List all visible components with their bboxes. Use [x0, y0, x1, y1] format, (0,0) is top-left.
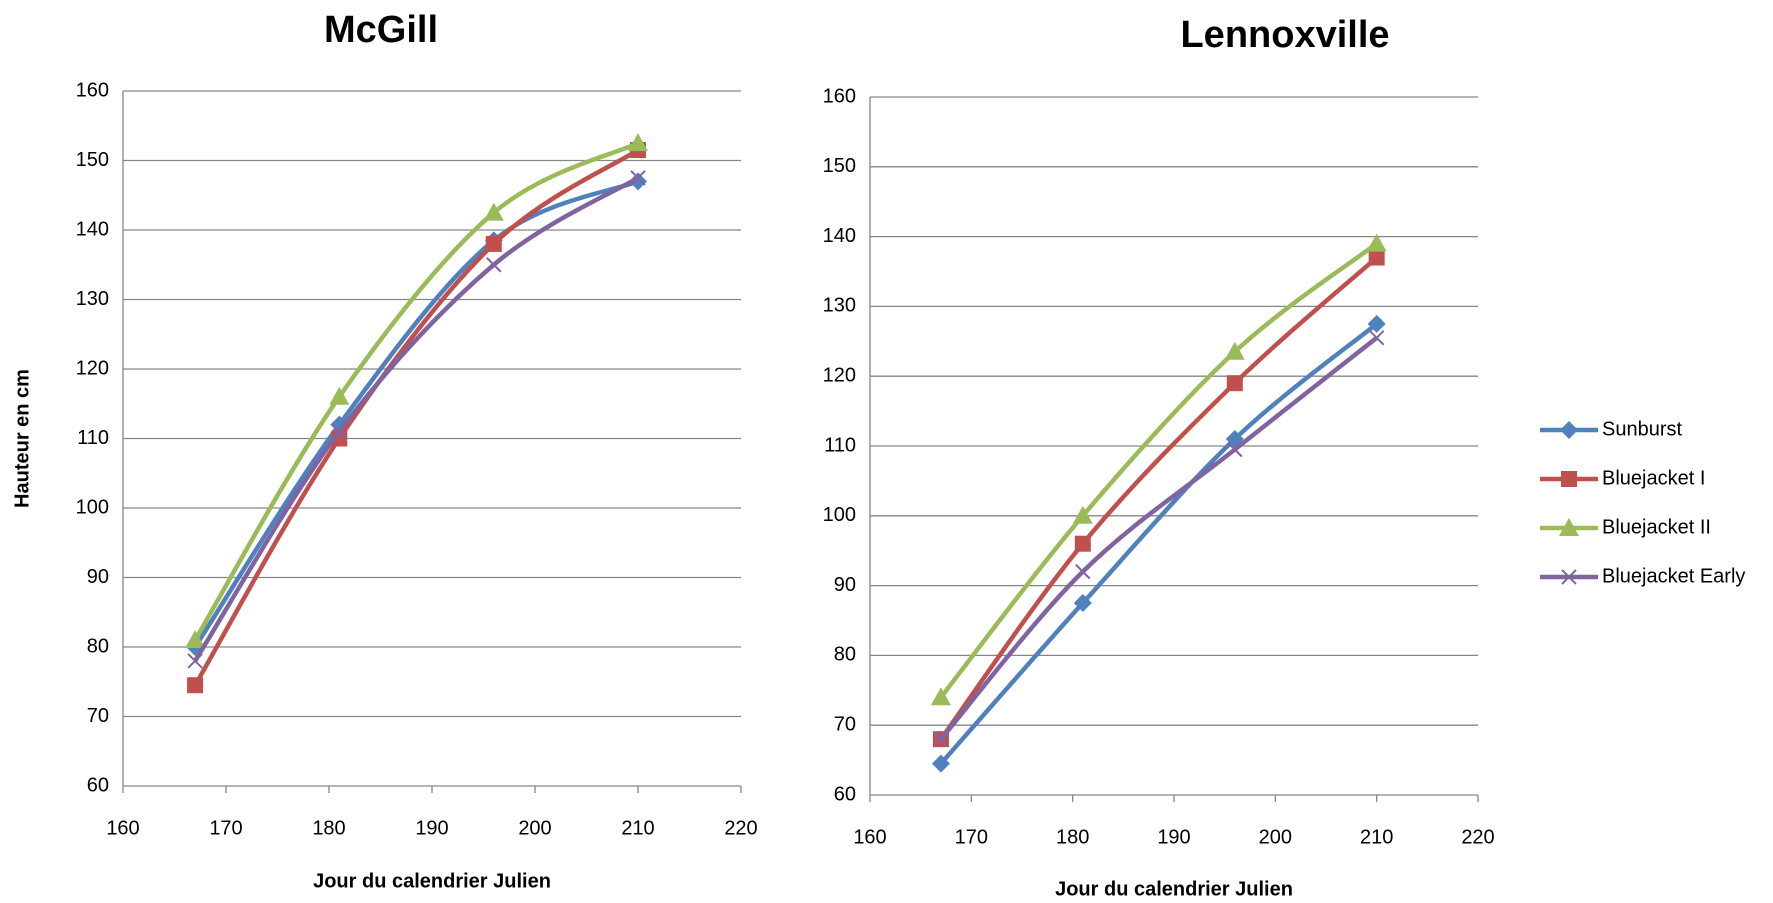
marker	[1559, 518, 1579, 536]
x-tick-label: 190	[1157, 826, 1190, 848]
marker	[1073, 594, 1092, 613]
y-tick-label: 130	[823, 295, 856, 317]
chart-title: McGill	[324, 9, 438, 51]
y-tick-label: 100	[76, 496, 109, 518]
y-tick-label: 150	[823, 155, 856, 177]
marker	[1368, 330, 1385, 346]
legend-label: Sunburst	[1602, 418, 1682, 440]
x-tick-label: 210	[1360, 826, 1393, 848]
marker	[1072, 505, 1093, 524]
y-axis-label: Hauteur en cm	[11, 369, 33, 508]
y-tick-label: 130	[76, 288, 109, 310]
y-tick-label: 70	[834, 713, 856, 735]
marker	[933, 731, 949, 747]
x-tick-label: 180	[1056, 826, 1089, 848]
legend-label: Bluejacket I	[1602, 467, 1705, 489]
x-tick-label: 200	[1259, 826, 1292, 848]
marker	[1075, 563, 1091, 580]
y-tick-label: 120	[823, 364, 856, 386]
y-tick-label: 120	[76, 357, 109, 379]
marker	[1561, 569, 1577, 585]
marker	[1367, 314, 1386, 333]
marker	[329, 386, 350, 405]
marker	[628, 133, 648, 152]
marker	[486, 257, 502, 273]
y-tick-label: 140	[76, 218, 109, 240]
x-tick-label: 210	[621, 817, 654, 839]
x-tick-label: 180	[312, 817, 345, 839]
y-tick-label: 60	[834, 783, 856, 805]
y-tick-label: 160	[823, 85, 856, 107]
marker	[483, 202, 504, 221]
y-tick-label: 90	[834, 574, 856, 596]
y-tick-label: 80	[834, 644, 856, 666]
marker	[1560, 421, 1578, 439]
marker	[930, 687, 951, 706]
y-tick-label: 60	[87, 774, 109, 796]
marker	[331, 423, 348, 440]
marker	[185, 630, 206, 649]
y-tick-label: 90	[87, 566, 109, 588]
series-line	[193, 175, 640, 663]
x-tick-label: 170	[209, 817, 242, 839]
chart-title: Lennoxville	[1180, 14, 1389, 56]
x-tick-label: 160	[853, 826, 886, 848]
legend-label: Bluejacket Early	[1602, 565, 1745, 587]
y-tick-label: 140	[823, 225, 856, 247]
series-line	[939, 255, 1379, 741]
marker	[187, 653, 203, 669]
y-tick-label: 110	[824, 434, 856, 456]
marker	[630, 170, 646, 186]
series-line	[939, 336, 1379, 741]
marker	[629, 172, 647, 191]
y-tick-label: 80	[87, 635, 109, 657]
x-tick-label: 170	[955, 826, 988, 848]
x-axis-label: Jour du calendrier Julien	[1055, 878, 1293, 900]
series-line	[193, 141, 639, 642]
legend-label: Bluejacket II	[1602, 516, 1711, 538]
y-tick-label: 70	[87, 705, 109, 727]
marker	[187, 677, 204, 694]
x-tick-label: 220	[724, 817, 757, 839]
marker	[1226, 375, 1243, 392]
marker	[1366, 233, 1387, 252]
x-tick-label: 220	[1461, 826, 1494, 848]
y-tick-label: 100	[823, 504, 856, 526]
x-tick-label: 160	[106, 817, 139, 839]
series-line	[193, 179, 639, 649]
marker	[1368, 249, 1385, 266]
marker	[1561, 471, 1577, 487]
y-tick-label: 110	[77, 427, 109, 449]
marker	[1074, 535, 1091, 552]
x-tick-label: 190	[415, 817, 448, 839]
series-line	[193, 148, 640, 687]
marker	[931, 754, 950, 773]
marker	[1227, 441, 1243, 458]
y-tick-label: 160	[76, 79, 109, 101]
y-tick-label: 150	[76, 149, 109, 171]
marker	[485, 235, 502, 252]
x-axis-label: Jour du calendrier Julien	[313, 870, 551, 892]
series-line	[939, 241, 1379, 699]
series-line	[939, 322, 1379, 766]
x-tick-label: 200	[518, 817, 551, 839]
marker	[1224, 341, 1245, 360]
